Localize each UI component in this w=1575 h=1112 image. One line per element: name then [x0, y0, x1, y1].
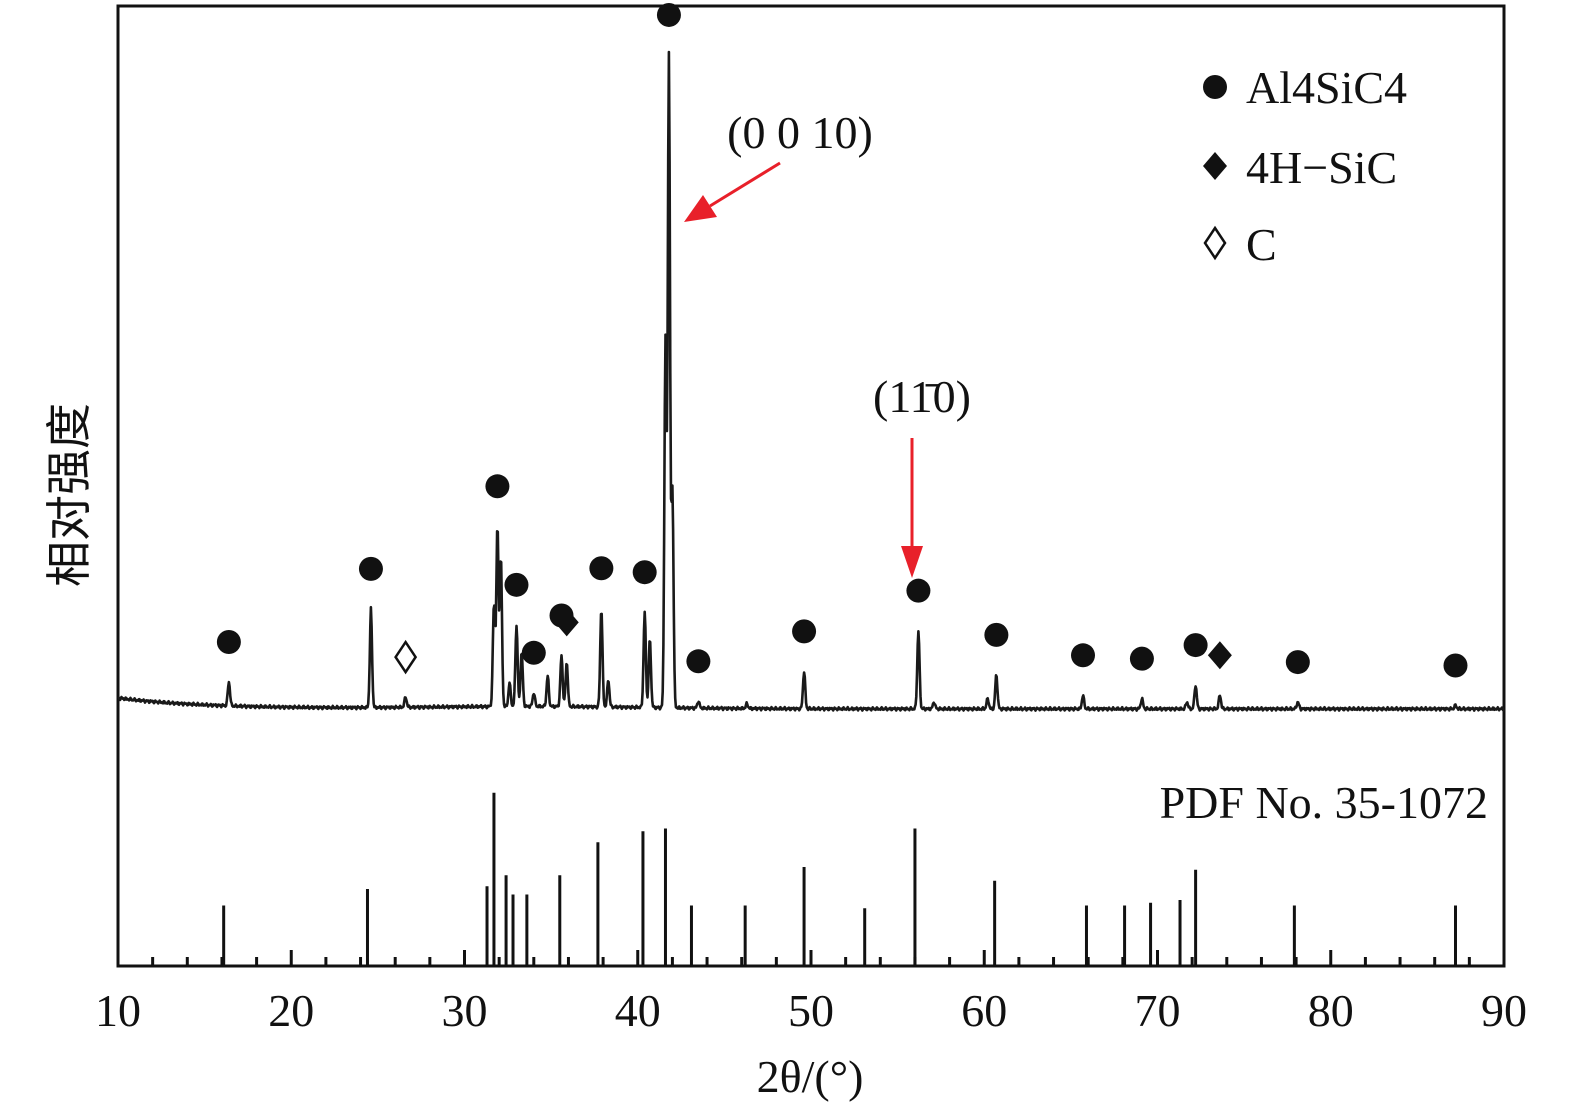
- legend-label-4h-sic: 4H−SiC: [1246, 142, 1397, 193]
- reference-sticks: [222, 792, 1457, 966]
- al4sic4-marker: [686, 649, 711, 674]
- legend-label-al4sic4: Al4SiC4: [1246, 62, 1407, 113]
- phase-markers: [216, 2, 1468, 678]
- al4sic4-marker: [1443, 653, 1468, 678]
- al4sic4-marker: [1285, 650, 1310, 675]
- y-axis-label: 相对强度: [44, 403, 95, 587]
- al4sic4-marker: [521, 640, 546, 665]
- al4sic4-marker: [589, 556, 614, 581]
- annotation-0010-text: (0 0 10): [727, 107, 873, 158]
- sic-marker: [1207, 641, 1232, 670]
- x-tick-label: 10: [95, 985, 141, 1036]
- x-axis-ticks: [151, 950, 1471, 966]
- x-tick-label: 50: [788, 985, 834, 1036]
- al4sic4-marker: [656, 2, 681, 27]
- al4sic4-marker: [358, 556, 383, 581]
- al4sic4-marker: [485, 474, 510, 499]
- x-tick-label: 30: [442, 985, 488, 1036]
- al4sic4-marker: [504, 572, 529, 597]
- sic-marker: [554, 608, 579, 637]
- legend: Al4SiC4 4H−SiC C: [1203, 62, 1407, 270]
- x-axis-label: 2θ/(°): [757, 1051, 864, 1102]
- annotation-110-arrowhead: [901, 546, 923, 578]
- al4sic4-marker: [984, 622, 1009, 647]
- measured-pattern-line: [117, 50, 1506, 712]
- x-tick-label: 60: [961, 985, 1007, 1036]
- x-tick-label: 70: [1135, 985, 1181, 1036]
- al4sic4-marker: [906, 578, 931, 603]
- x-tick-label: 20: [268, 985, 314, 1036]
- annotation-0010-arrow: [709, 161, 781, 208]
- c-marker: [394, 639, 418, 675]
- reference-label: PDF No. 35-1072: [1160, 777, 1488, 828]
- annotation-0010-arrowhead: [684, 195, 717, 222]
- annotation-0010: (0 0 10): [684, 107, 873, 222]
- al4sic4-marker: [632, 560, 657, 585]
- al4sic4-marker: [792, 619, 817, 644]
- x-tick-label: 90: [1481, 985, 1527, 1036]
- legend-filled-diamond-icon: [1203, 152, 1227, 180]
- al4sic4-marker: [1183, 633, 1208, 658]
- legend-label-c: C: [1246, 219, 1277, 270]
- x-tick-label: 40: [615, 985, 661, 1036]
- x-axis-tick-labels: 10 20 30 40 50 60 70 80 90: [95, 985, 1527, 1036]
- al4sic4-marker: [1129, 646, 1154, 671]
- legend-filled-circle-icon: [1203, 75, 1227, 99]
- annotation-110-text: (11̄0): [873, 371, 971, 422]
- al4sic4-marker: [1071, 643, 1096, 668]
- annotation-110: (11̄0): [873, 371, 971, 578]
- legend-open-diamond-icon: [1203, 225, 1227, 261]
- al4sic4-marker: [216, 630, 241, 655]
- x-tick-label: 80: [1308, 985, 1354, 1036]
